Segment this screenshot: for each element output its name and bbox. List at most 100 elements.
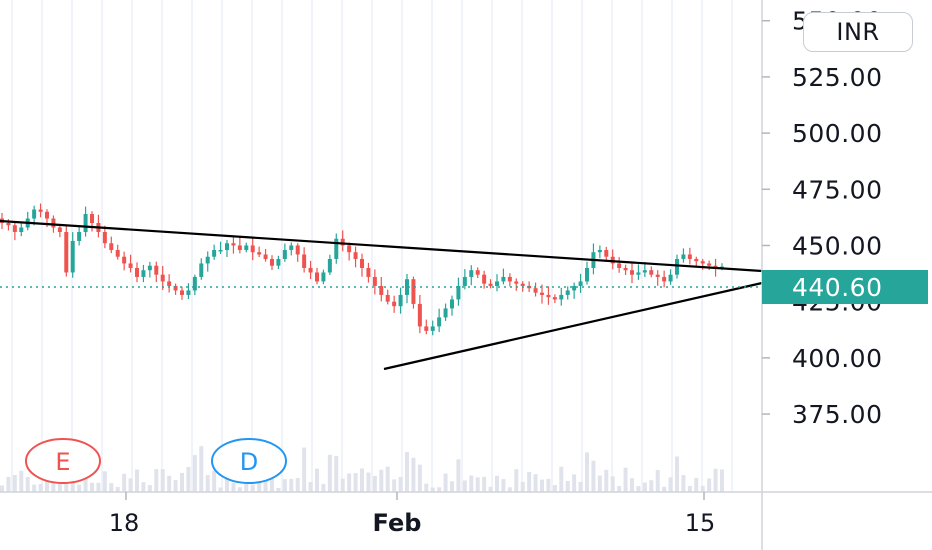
volume-bar (636, 486, 641, 492)
volume-bars (0, 446, 724, 492)
candle-body (585, 267, 589, 282)
volume-bar (12, 475, 17, 492)
volume-bar (289, 478, 294, 492)
trendline-upper[interactable] (0, 219, 763, 273)
currency-badge[interactable]: INR (803, 12, 913, 52)
volume-bar (469, 475, 474, 492)
volume-bar (6, 476, 11, 492)
candle-body (533, 288, 538, 293)
volume-bar (565, 480, 570, 492)
candle-body (308, 267, 313, 273)
candle-body (488, 283, 493, 286)
candle-body (270, 258, 274, 266)
candle-body (540, 292, 544, 295)
volume-bar (340, 478, 345, 492)
candle-body (713, 265, 718, 268)
volume-bar (244, 476, 249, 492)
candle-body (276, 258, 281, 266)
last-price-badge[interactable] (762, 270, 928, 304)
candle-body (315, 272, 319, 282)
volume-bar (507, 487, 512, 492)
volume-bar (681, 475, 686, 492)
event-marker-dividend[interactable]: D (211, 438, 287, 484)
volume-bar (533, 474, 538, 492)
volume-bar (205, 475, 210, 492)
candle-body (192, 276, 197, 291)
volume-bar (77, 484, 82, 492)
y-tick-label: 400.00 (792, 344, 882, 373)
volume-bar (642, 482, 647, 492)
candle-body (327, 258, 332, 273)
candle-body (552, 297, 557, 300)
x-tick-label: Feb (373, 509, 422, 537)
candle-body (604, 249, 609, 257)
volume-bar (360, 468, 364, 492)
volume-bar (366, 472, 371, 492)
candle-body (231, 243, 236, 246)
trendlines[interactable] (0, 219, 763, 371)
volume-bar (128, 478, 133, 492)
candle-body (578, 281, 583, 286)
volume-bar (707, 478, 712, 492)
volume-bar (405, 452, 409, 492)
candle-body (186, 290, 191, 295)
candle-body (630, 270, 634, 275)
volume-bar (263, 480, 268, 492)
candle-body (462, 276, 467, 286)
volume-bar (392, 479, 397, 492)
volume-bar (160, 469, 165, 492)
last-price-label: 440.60 (792, 273, 882, 302)
volume-bar (572, 474, 577, 492)
candle-body (649, 270, 654, 275)
candle-body (282, 249, 287, 259)
volume-bar (19, 470, 24, 492)
volume-bar (450, 481, 454, 492)
candle-body (64, 232, 69, 273)
candle-body (160, 274, 165, 282)
volume-bar (694, 477, 699, 492)
candle-body (495, 281, 499, 286)
candle-body (347, 245, 352, 253)
candle-body (321, 272, 326, 282)
volume-bar (552, 485, 557, 492)
volume-bar (495, 475, 499, 492)
volume-bar (514, 469, 519, 492)
event-marker-circle[interactable] (25, 438, 101, 484)
volume-bar (154, 469, 159, 492)
volume-bar (115, 486, 120, 492)
candle-body (424, 326, 429, 331)
volume-bar (135, 469, 139, 492)
candle-body (6, 223, 11, 226)
y-tick-label: 500.00 (792, 119, 882, 148)
candle-body (675, 258, 679, 275)
volume-bar (353, 473, 358, 492)
volume-bar (527, 471, 532, 492)
trendline-lower[interactable] (383, 281, 763, 371)
candle-body (51, 218, 56, 228)
volume-bar (604, 469, 609, 492)
candle-body (565, 290, 570, 295)
volume-bar (713, 468, 718, 492)
candle-body (173, 285, 178, 291)
candle-body (77, 232, 82, 241)
candle-body (385, 294, 390, 302)
candle-body (109, 243, 114, 250)
volume-bar (308, 482, 313, 492)
event-marker-circle[interactable] (211, 438, 287, 484)
candle-body (360, 258, 364, 268)
y-tick-label: 475.00 (792, 175, 882, 204)
candle-body (57, 227, 62, 232)
volume-bar (257, 481, 262, 492)
volume-bar (90, 482, 94, 492)
candle-body (636, 272, 641, 275)
volume-bar (649, 480, 654, 492)
candle-body (430, 326, 435, 331)
candle-body (687, 254, 692, 259)
volume-bar (32, 484, 37, 492)
volume-bar (282, 479, 287, 492)
event-marker-earnings[interactable]: E (25, 438, 101, 484)
candle-body (379, 285, 384, 295)
